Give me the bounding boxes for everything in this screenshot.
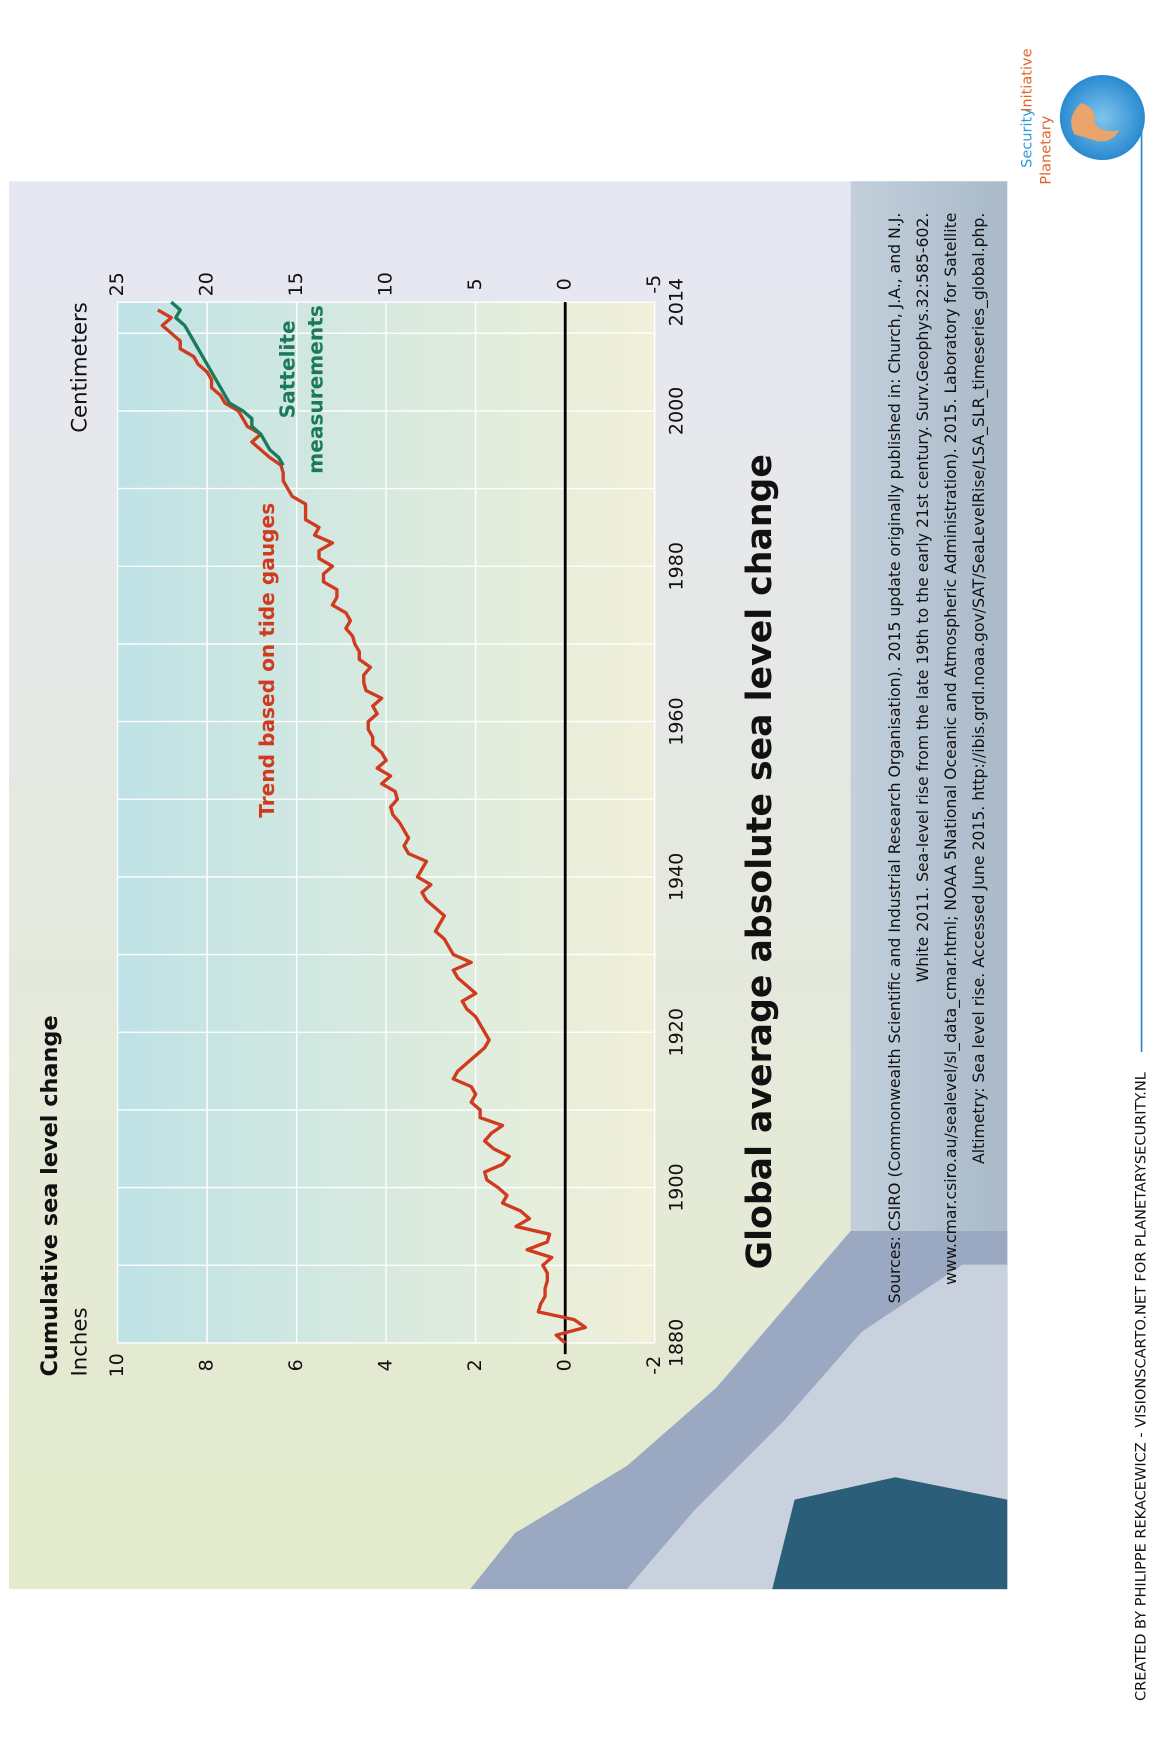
y-tick-label: 10 (106, 1353, 128, 1377)
x-tick-label: 1960 (666, 697, 688, 745)
annotation: Trend based on tide gauges (255, 503, 279, 818)
y2-tick-label: 5 (464, 278, 486, 290)
y-tick-label: 6 (285, 1359, 307, 1371)
water (772, 1477, 1008, 1590)
y-axis-title: Cumulative sea level change (37, 1015, 63, 1376)
annotation: measurements (303, 305, 327, 474)
y-unit: Inches (68, 1307, 93, 1376)
x-tick-label: 1900 (666, 1163, 688, 1211)
y2-unit: Centimeters (68, 302, 93, 433)
y-tick-label: -2 (643, 1356, 665, 1375)
y2-tick-label: -5 (643, 275, 665, 294)
y2-tick-label: 0 (554, 278, 576, 290)
source-line: Altimetry: Sea level rise. Accessed June… (969, 213, 989, 1164)
logo-land (1071, 102, 1120, 142)
y-tick-label: 8 (196, 1359, 218, 1371)
source-line: Sources: CSIRO (Commonwealth Scientific … (885, 213, 904, 1304)
y-tick-label: 0 (554, 1359, 576, 1371)
y-tick-label: 2 (464, 1359, 486, 1371)
chart-title: Global average absolute sea level change (740, 454, 780, 1269)
source-line: www.cmar.csiro.au/sealevel/sl_data_cmar.… (941, 213, 961, 1285)
y2-tick-label: 10 (375, 272, 397, 296)
y2-tick-label: 20 (196, 272, 218, 296)
x-tick-label: 1940 (666, 853, 688, 901)
credit: CREATED BY PHILIPPE REKACEWICZ - VISIONS… (1134, 1071, 1150, 1701)
y2-tick-label: 15 (285, 272, 307, 296)
logo-globe (1059, 74, 1145, 161)
x-tick-label: 2014 (666, 278, 688, 326)
rotated-layout: Cumulative sea level change Inches Centi… (9, 48, 1150, 1701)
x-tick-label: 2000 (666, 387, 688, 435)
y-tick-label: 4 (375, 1359, 397, 1371)
logo-text: Initiative (1019, 48, 1035, 112)
series-line (157, 308, 588, 1345)
logo-text: Planetary (1038, 115, 1054, 184)
logo-text: Security (1019, 108, 1035, 168)
series-line (170, 300, 285, 467)
x-tick-label: 1920 (666, 1008, 688, 1056)
x-tick-label: 1880 (666, 1319, 688, 1367)
y2-tick-label: 25 (106, 272, 128, 296)
source-line: White 2011. Sea-level rise from the late… (913, 213, 932, 983)
x-tick-label: 1980 (666, 542, 688, 590)
annotation: Sattelite (275, 320, 299, 418)
